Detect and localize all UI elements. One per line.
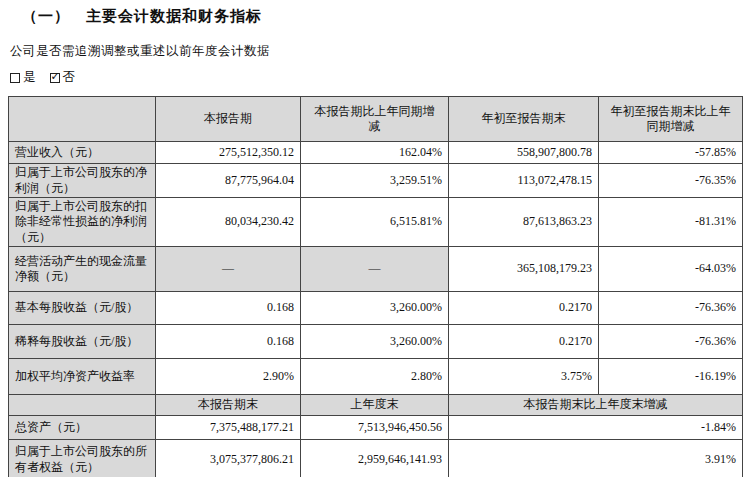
cell-empty-dash: — [156,247,301,292]
cell-value: 113,072,478.15 [449,164,599,198]
table-row-basic-eps: 基本每股收益（元/股） 0.168 3,260.00% 0.2170 -76.3… [9,292,743,325]
cell-value: 7,375,488,177.21 [156,416,301,440]
header-period-end-change: 本报告期末比上年度末增减 [449,395,743,416]
cell-value: 3,075,377,806.21 [156,440,301,477]
cell-value: 3.91% [449,440,743,477]
header-ytd-yoy-change: 年初至报告期末比上年同期增减 [599,97,743,142]
row-label: 总资产（元） [9,416,156,440]
row-label: 基本每股收益（元/股） [9,292,156,325]
option-no[interactable]: 否 [50,69,76,86]
header-prev-year-end: 上年度末 [301,395,449,416]
option-no-label: 否 [63,69,76,86]
financial-indicators-table: 本报告期 本报告期比上年同期增减 年初至报告期末 年初至报告期末比上年同期增减 … [8,96,743,477]
cell-value: -16.19% [599,359,743,395]
cell-value: 2.90% [156,359,301,395]
cell-value: -76.35% [599,164,743,198]
table-row-revenue: 营业收入（元） 275,512,350.12 162.04% 558,907,8… [9,142,743,164]
restatement-options: 是 否 [10,69,750,86]
table-row-net-profit-excl-nonrecurring: 归属于上市公司股东的扣除非经常性损益的净利润（元） 80,034,230.42 … [9,198,743,247]
cell-value: -81.31% [599,198,743,247]
cell-value: 2,959,646,141.93 [301,440,449,477]
cell-value: -64.03% [599,247,743,292]
row-label: 归属于上市公司股东的扣除非经常性损益的净利润（元） [9,198,156,247]
option-yes[interactable]: 是 [10,69,36,86]
cell-value: -57.85% [599,142,743,164]
table-row-total-assets: 总资产（元） 7,375,488,177.21 7,513,946,450.56… [9,416,743,440]
cell-value: 275,512,350.12 [156,142,301,164]
cell-value: -76.36% [599,292,743,325]
table-row-operating-cash-flow: 经营活动产生的现金流量净额（元） — — 365,108,179.23 -64.… [9,247,743,292]
checkbox-checked-icon[interactable] [50,73,60,83]
cell-value: 6,515.81% [301,198,449,247]
cell-value: 87,613,863.23 [449,198,599,247]
table-row-weighted-avg-roe: 加权平均净资产收益率 2.90% 2.80% 3.75% -16.19% [9,359,743,395]
row-label: 营业收入（元） [9,142,156,164]
cell-empty-dash: — [301,247,449,292]
option-yes-label: 是 [23,69,36,86]
cell-value: 162.04% [301,142,449,164]
row-label: 加权平均净资产收益率 [9,359,156,395]
header-corner-2 [9,395,156,416]
header-current-period: 本报告期 [156,97,301,142]
header-period-end: 本报告期末 [156,395,301,416]
table-row-net-profit: 归属于上市公司股东的净利润（元） 87,775,964.04 3,259.51%… [9,164,743,198]
table-row-diluted-eps: 稀释每股收益（元/股） 0.168 3,260.00% 0.2170 -76.3… [9,325,743,359]
row-label: 归属于上市公司股东的净利润（元） [9,164,156,198]
cell-value: 80,034,230.42 [156,198,301,247]
section-title: （一） 主要会计数据和财务指标 [22,7,750,26]
cell-value: -76.36% [599,325,743,359]
table-header-row-1: 本报告期 本报告期比上年同期增减 年初至报告期末 年初至报告期末比上年同期增减 [9,97,743,142]
cell-value: 0.2170 [449,325,599,359]
header-period-yoy-change: 本报告期比上年同期增减 [301,97,449,142]
header-corner [9,97,156,142]
cell-value: 0.168 [156,325,301,359]
cell-value: -1.84% [449,416,743,440]
table-row-shareholders-equity: 归属于上市公司股东的所有者权益（元） 3,075,377,806.21 2,95… [9,440,743,477]
cell-value: 558,907,800.78 [449,142,599,164]
cell-value: 3,260.00% [301,325,449,359]
cell-value: 3.75% [449,359,599,395]
row-label: 稀释每股收益（元/股） [9,325,156,359]
row-label: 经营活动产生的现金流量净额（元） [9,247,156,292]
cell-value: 3,259.51% [301,164,449,198]
restatement-question: 公司是否需追溯调整或重述以前年度会计数据 [10,43,750,60]
cell-value: 0.2170 [449,292,599,325]
report-page: （一） 主要会计数据和财务指标 公司是否需追溯调整或重述以前年度会计数据 是 否… [0,7,750,477]
table-header-row-2: 本报告期末 上年度末 本报告期末比上年度末增减 [9,395,743,416]
cell-value: 87,775,964.04 [156,164,301,198]
cell-value: 365,108,179.23 [449,247,599,292]
cell-value: 3,260.00% [301,292,449,325]
cell-value: 0.168 [156,292,301,325]
cell-value: 7,513,946,450.56 [301,416,449,440]
header-year-to-date: 年初至报告期末 [449,97,599,142]
row-label: 归属于上市公司股东的所有者权益（元） [9,440,156,477]
checkbox-unchecked-icon[interactable] [10,73,20,83]
cell-value: 2.80% [301,359,449,395]
